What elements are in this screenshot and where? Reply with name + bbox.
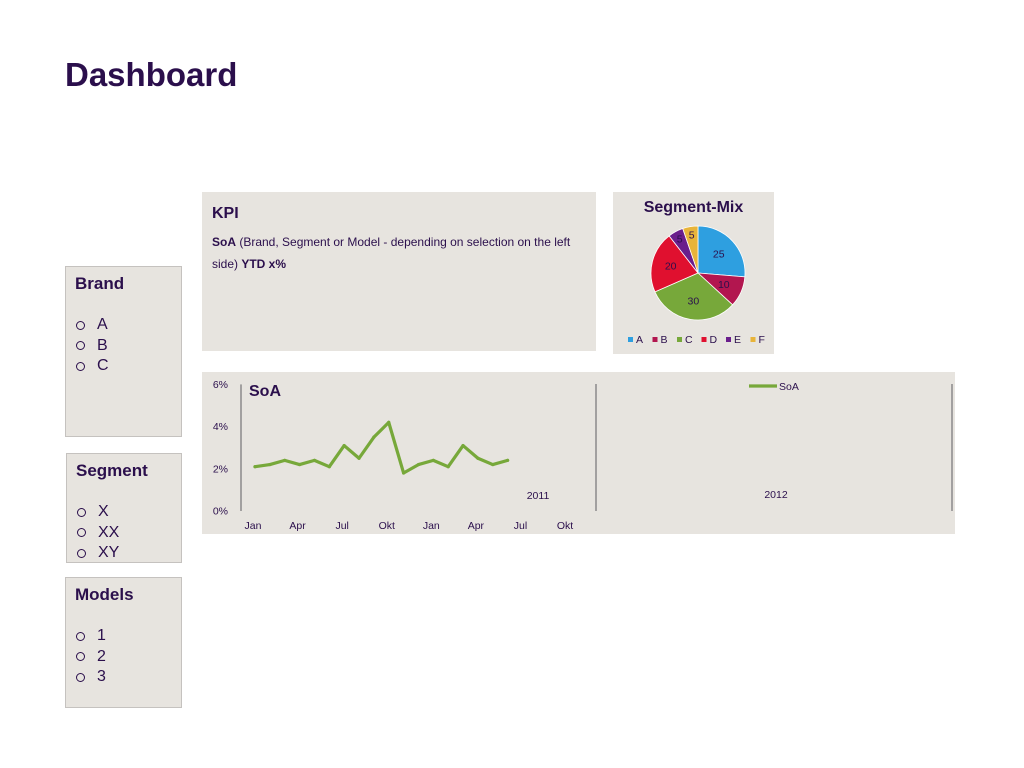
brand-filter-panel: Brand A B C [65, 266, 182, 437]
radio-circle-icon[interactable] [76, 341, 85, 351]
data-point [506, 458, 510, 462]
legend-swatch-a [628, 337, 633, 342]
y-tick-label: 6% [213, 379, 228, 391]
legend-swatch-c [677, 337, 682, 342]
segment-mix-panel: Segment-Mix 25 10 30 20 5 5 A B C D E F [613, 192, 774, 354]
legend-label-e: E [734, 334, 741, 346]
pie-slice-a [697, 225, 746, 278]
models-filter-panel: Models 1 2 3 [65, 577, 182, 708]
kpi-description-text: (Brand, Segment or Model - depending on … [212, 235, 571, 271]
pie-slice-c [654, 272, 734, 321]
segment-filter-list: X XX XY [76, 502, 119, 564]
page-title: Dashboard [65, 56, 238, 93]
models-filter-list: 1 2 3 [75, 626, 106, 688]
x-tick-label: Apr [468, 520, 485, 532]
pie-slice-f [682, 225, 699, 274]
segment-option-xx[interactable]: XX [76, 523, 119, 544]
data-point [446, 465, 450, 469]
kpi-metric-name: SoA [212, 235, 236, 249]
pie-chart-title: Segment-Mix [643, 199, 744, 216]
x-tick-label: Jan [423, 520, 440, 532]
soa-chart-panel: 0% 2% 4% 6% SoA Jan Apr Jul Okt Jan Apr Jul Okt 2011 2… [202, 372, 955, 534]
model-option-1[interactable]: 1 [75, 626, 106, 647]
radio-circle-icon[interactable] [76, 320, 85, 330]
data-point [431, 458, 435, 462]
data-point [297, 462, 302, 467]
data-point [253, 465, 257, 469]
legend-label-b: B [661, 334, 668, 346]
data-point [476, 456, 480, 460]
pie-slice-d [650, 235, 699, 293]
model-option-3[interactable]: 3 [75, 667, 106, 688]
legend-swatch-e [726, 337, 731, 342]
radio-circle-icon[interactable] [76, 631, 85, 641]
segment-filter-title: Segment [76, 461, 148, 480]
brand-filter-list: A B C [75, 315, 109, 377]
x-tick-label: Jul [514, 520, 527, 532]
kpi-value: YTD x% [241, 257, 287, 271]
segment-filter-panel: Segment X XX XY [66, 453, 182, 563]
segment-option-x[interactable]: X [76, 502, 119, 523]
radio-circle-icon[interactable] [77, 507, 86, 517]
model-option-2[interactable]: 2 [75, 647, 106, 668]
data-point [402, 471, 406, 475]
pie-data-label: 10 [718, 279, 730, 291]
radio-circle-icon[interactable] [77, 528, 86, 538]
data-point [416, 462, 421, 467]
legend-swatch-d [701, 337, 707, 342]
year-label-2011: 2011 [527, 490, 550, 502]
legend-label-soa: SoA [779, 381, 799, 393]
data-point [327, 465, 331, 469]
data-point [283, 458, 287, 462]
pie-data-label: 20 [665, 261, 677, 273]
radio-circle-icon[interactable] [77, 548, 86, 558]
brand-option-a[interactable]: A [75, 315, 109, 336]
legend-swatch-f [750, 337, 756, 342]
data-point [268, 462, 272, 467]
pie-data-label: 30 [688, 295, 700, 307]
pie-data-label: 25 [713, 248, 725, 260]
data-point [357, 456, 361, 460]
soa-line-chart: 0% 2% 4% 6% SoA Jan Apr Jul Okt Jan Apr Jul Okt 2011 2… [213, 379, 953, 532]
kpi-panel: KPI SoA (Brand, Segment or Model - depen… [202, 192, 596, 351]
data-point [312, 458, 317, 462]
legend-label-c: C [685, 334, 693, 346]
year-label-2012: 2012 [764, 489, 788, 501]
series-line-soa [253, 420, 510, 475]
y-tick-label: 2% [213, 463, 228, 475]
data-point [372, 435, 376, 439]
brand-filter-title: Brand [75, 274, 125, 293]
x-tick-label: Jan [245, 520, 262, 532]
legend-swatch-b [652, 337, 658, 342]
x-tick-label: Okt [379, 520, 395, 532]
y-tick-label: 0% [213, 506, 228, 518]
data-point [491, 462, 495, 467]
pie-data-label: 5 [677, 234, 683, 246]
kpi-description: SoA (Brand, Segment or Model - depending… [212, 231, 582, 275]
data-point [387, 420, 391, 424]
legend-label-f: F [759, 334, 765, 346]
data-point [461, 443, 465, 448]
y-tick-label: 4% [213, 421, 228, 433]
segment-mix-pie-chart: 25 10 30 20 5 5 A B C D E F [628, 225, 765, 346]
legend-label-d: D [710, 334, 718, 346]
segment-option-xy[interactable]: XY [76, 543, 119, 564]
brand-option-b[interactable]: B [75, 336, 109, 357]
brand-option-c[interactable]: C [75, 356, 109, 377]
line-chart-title: SoA [249, 383, 281, 400]
x-tick-label: Apr [289, 520, 306, 532]
pie-data-label: 5 [689, 229, 695, 241]
legend-label-a: A [636, 334, 643, 346]
radio-circle-icon[interactable] [76, 652, 85, 662]
radio-circle-icon[interactable] [76, 672, 85, 682]
models-filter-title: Models [75, 585, 134, 604]
radio-circle-icon[interactable] [76, 361, 85, 371]
kpi-title: KPI [212, 205, 239, 222]
x-tick-label: Jul [335, 520, 348, 532]
data-point [342, 443, 346, 448]
x-tick-label: Okt [557, 520, 573, 532]
